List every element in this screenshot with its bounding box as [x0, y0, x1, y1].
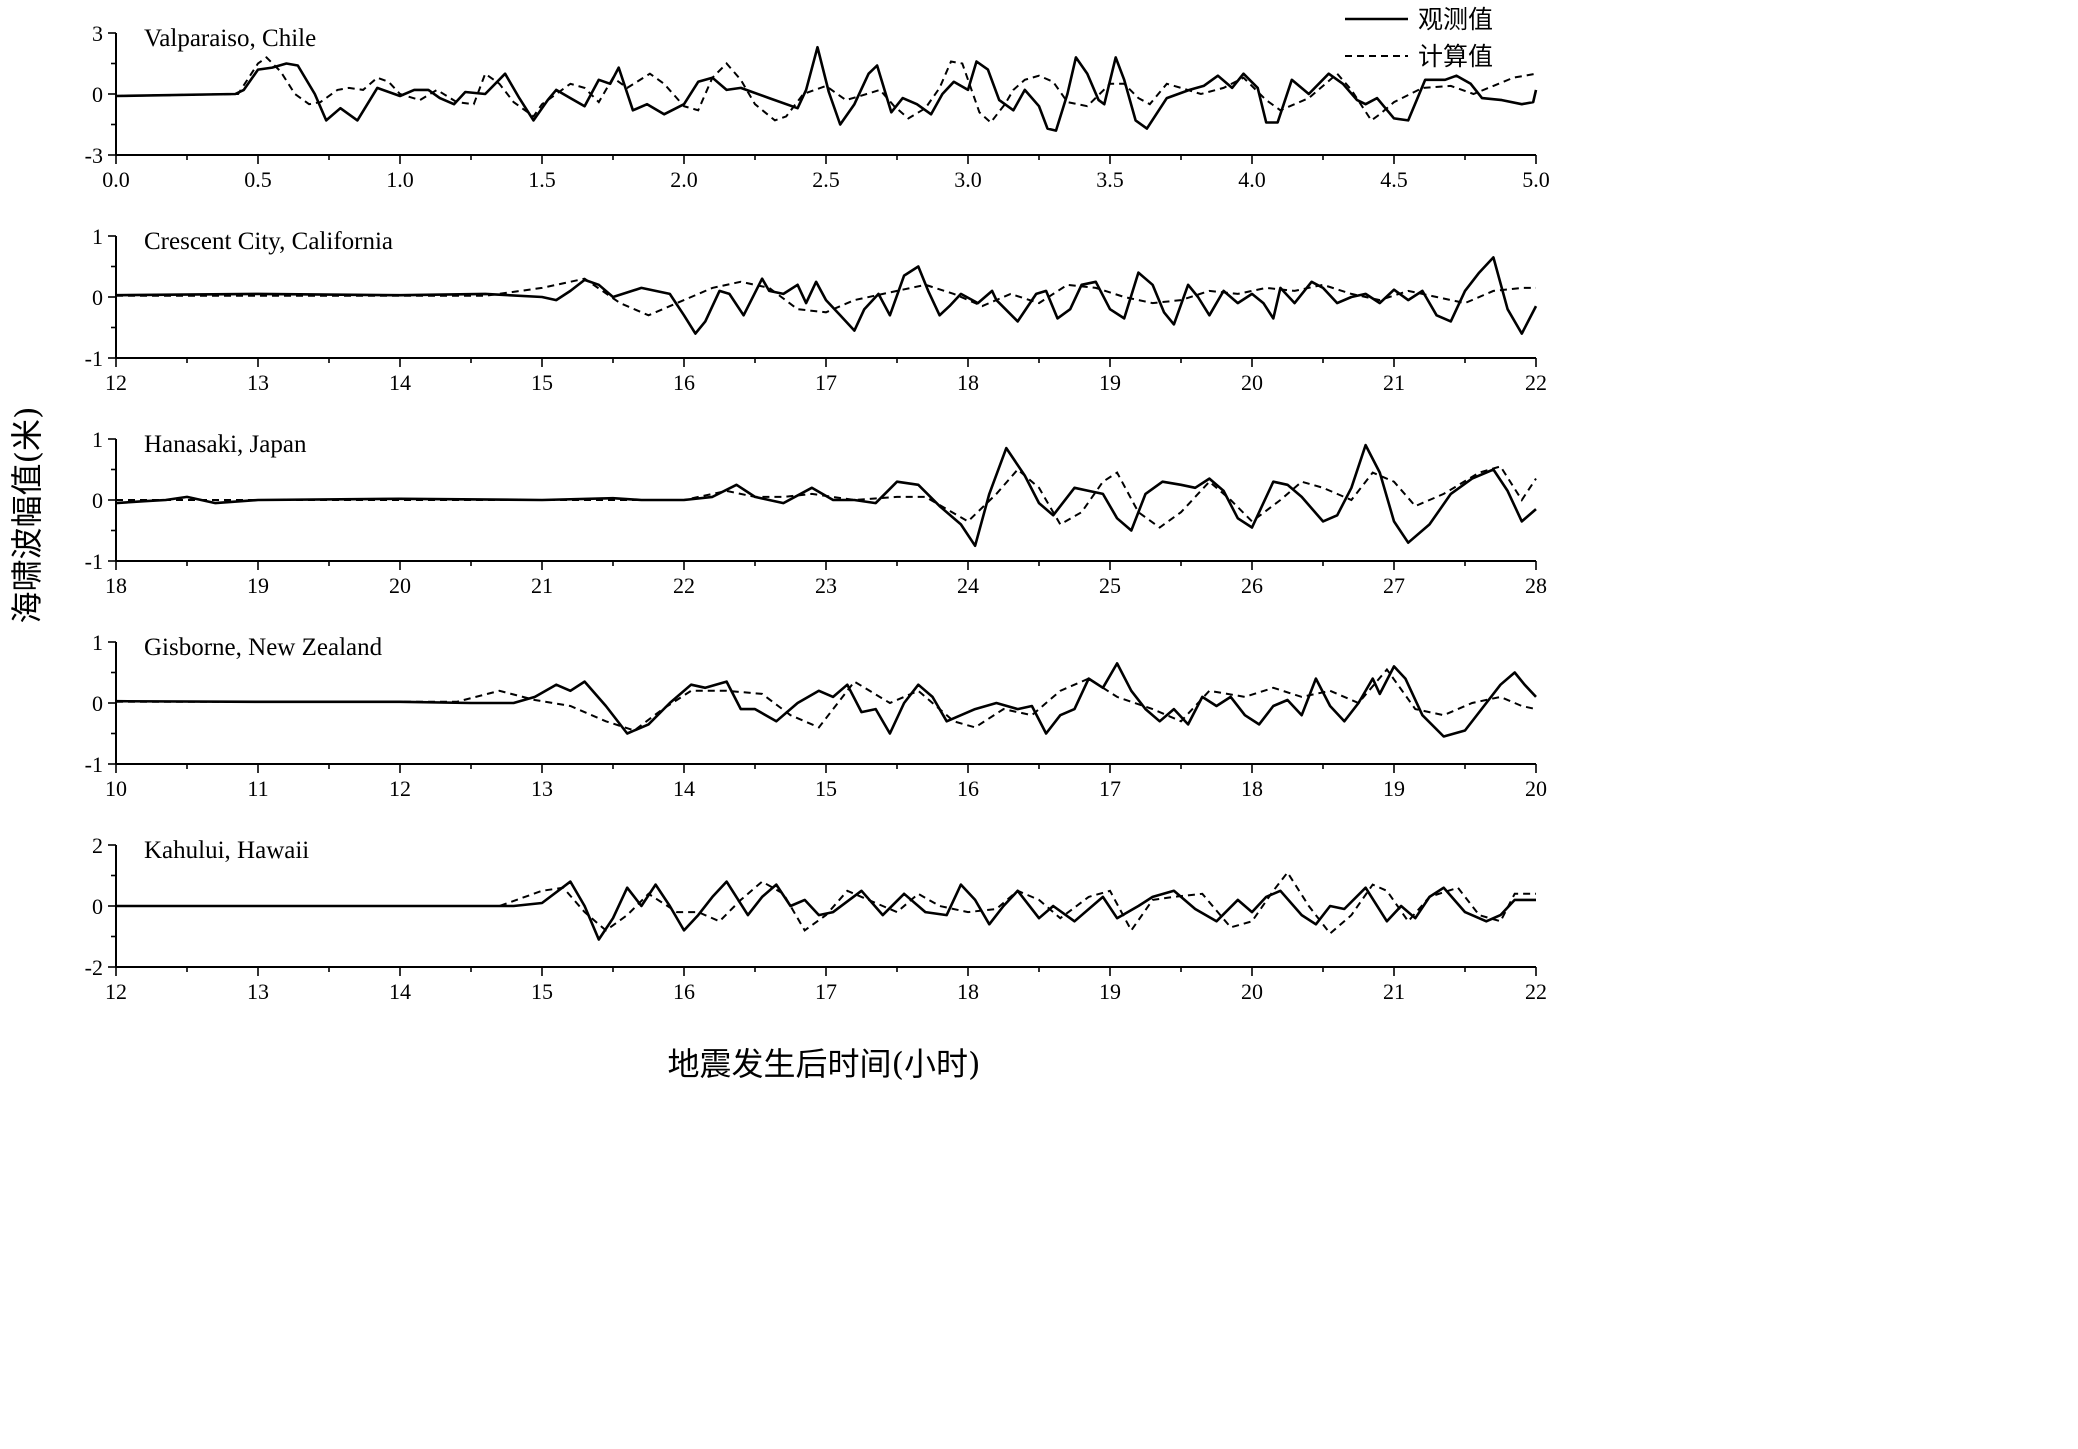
y-tick-label: -1 [85, 752, 103, 777]
x-tick-label: 16 [957, 776, 979, 801]
x-tick-label: 17 [1099, 776, 1121, 801]
x-tick-label: 22 [673, 573, 695, 598]
legend: 观测值 计算值 [1345, 5, 1493, 71]
observed-series-line [115, 45, 1538, 132]
x-tick-label: 0.5 [244, 167, 272, 192]
y-tick-label: 3 [92, 21, 103, 46]
x-tick-label: 12 [389, 776, 411, 801]
observed-series-line [116, 880, 1536, 941]
x-tick-label: 16 [673, 979, 695, 1004]
x-tick-label: 2.0 [670, 167, 698, 192]
x-tick-label: 14 [673, 776, 695, 801]
y-tick-label: 0 [92, 691, 103, 716]
y-tick-label: 0 [92, 894, 103, 919]
x-tick-label: 16 [673, 370, 695, 395]
y-tick-label: -1 [85, 346, 103, 371]
x-tick-label: 22 [1525, 979, 1547, 1004]
x-tick-label: 20 [1525, 776, 1547, 801]
y-tick-label: 0 [92, 82, 103, 107]
panel-2: 12 13 14 15 16 17 18 19 20 21 22 -1 0 1 Crescent City,… [85, 224, 1547, 395]
x-tick-label: 15 [531, 979, 553, 1004]
y-tick-label: 0 [92, 285, 103, 310]
x-tick-label: 5.0 [1522, 167, 1550, 192]
x-tick-label: 15 [531, 370, 553, 395]
panel-3: 18 19 20 21 22 23 24 25 26 27 28 -1 0 1 Hanasaki, Japa… [85, 427, 1547, 598]
x-tick-label: 12 [105, 370, 127, 395]
y-tick-label: 2 [92, 833, 103, 858]
x-tick-label: 3.0 [954, 167, 982, 192]
x-tick-label: 18 [957, 370, 979, 395]
x-tick-label: 19 [1099, 979, 1121, 1004]
calculated-series-line [116, 870, 1536, 935]
x-tick-label: 14 [389, 979, 411, 1004]
station-label: Hanasaki, Japan [144, 431, 307, 458]
station-label: Valparaiso, Chile [144, 25, 316, 52]
panel-5: 12 13 14 15 16 17 18 19 20 21 22 -2 0 2 Kahului, Hawai… [85, 833, 1547, 1004]
x-tick-label: 14 [389, 370, 411, 395]
station-label: Crescent City, California [144, 228, 393, 255]
x-tick-label: 17 [815, 979, 837, 1004]
x-tick-label: 12 [105, 979, 127, 1004]
x-tick-label: 24 [957, 573, 979, 598]
y-tick-label: -2 [85, 955, 103, 980]
x-tick-label: 25 [1099, 573, 1121, 598]
x-tick-label: 22 [1525, 370, 1547, 395]
calculated-series-line [115, 56, 1537, 124]
x-tick-label: 21 [531, 573, 553, 598]
y-tick-label: -1 [85, 549, 103, 574]
x-tick-label: 1.5 [528, 167, 556, 192]
calculated-series-line [116, 667, 1537, 732]
panel-4: 10 11 12 13 14 15 16 17 18 19 20 -1 0 1 Gisborne, New … [85, 630, 1547, 801]
x-tick-label: 21 [1383, 979, 1405, 1004]
x-tick-label: 1.0 [386, 167, 414, 192]
x-tick-label: 13 [247, 370, 269, 395]
observed-series-line [115, 256, 1538, 335]
x-tick-label: 26 [1241, 573, 1263, 598]
x-axis-title: 地震发生后时间(小时) [668, 1045, 981, 1083]
x-tick-label: 20 [389, 573, 411, 598]
x-tick-label: 2.5 [812, 167, 840, 192]
y-tick-label: 1 [92, 427, 103, 452]
station-label: Kahului, Hawaii [144, 837, 309, 864]
x-tick-label: 11 [247, 776, 268, 801]
tsunami-chart-figure: 0.0 0.5 1.0 1.5 2.0 2.5 3.0 3.5 4.0 4.5 5.0 -3 0 3 Val… [8, 5, 1550, 1083]
x-tick-label: 19 [247, 573, 269, 598]
x-tick-label: 3.5 [1096, 167, 1124, 192]
y-axis-title: 海啸波幅值(米) [8, 407, 46, 624]
x-tick-label: 13 [531, 776, 553, 801]
chart-panels: 0.0 0.5 1.0 1.5 2.0 2.5 3.0 3.5 4.0 4.5 5.0 -3 0 3 Val… [85, 21, 1550, 1004]
y-tick-label: 1 [92, 630, 103, 655]
x-tick-label: 19 [1099, 370, 1121, 395]
x-tick-label: 20 [1241, 370, 1263, 395]
x-tick-label: 20 [1241, 979, 1263, 1004]
y-tick-label: -3 [85, 143, 103, 168]
calculated-series-line [116, 277, 1536, 317]
x-tick-label: 17 [815, 370, 837, 395]
x-tick-label: 18 [957, 979, 979, 1004]
x-tick-label: 18 [1241, 776, 1263, 801]
x-tick-label: 4.5 [1380, 167, 1408, 192]
legend-label-observed: 观测值 [1418, 5, 1493, 34]
x-tick-label: 0.0 [102, 167, 130, 192]
y-tick-label: 1 [92, 224, 103, 249]
x-tick-label: 18 [105, 573, 127, 598]
x-tick-label: 28 [1525, 573, 1547, 598]
x-tick-label: 23 [815, 573, 837, 598]
calculated-series-line [116, 465, 1537, 529]
x-tick-label: 10 [105, 776, 127, 801]
x-tick-label: 19 [1383, 776, 1405, 801]
x-tick-label: 21 [1383, 370, 1405, 395]
x-tick-label: 13 [247, 979, 269, 1004]
station-label: Gisborne, New Zealand [144, 634, 383, 661]
x-tick-label: 27 [1383, 573, 1405, 598]
panel-1: 0.0 0.5 1.0 1.5 2.0 2.5 3.0 3.5 4.0 4.5 5.0 -3 0 3 Val… [85, 21, 1550, 192]
x-tick-label: 4.0 [1238, 167, 1266, 192]
legend-label-calculated: 计算值 [1418, 42, 1493, 71]
observed-series-line [115, 662, 1537, 738]
y-tick-label: 0 [92, 488, 103, 513]
x-tick-label: 15 [815, 776, 837, 801]
